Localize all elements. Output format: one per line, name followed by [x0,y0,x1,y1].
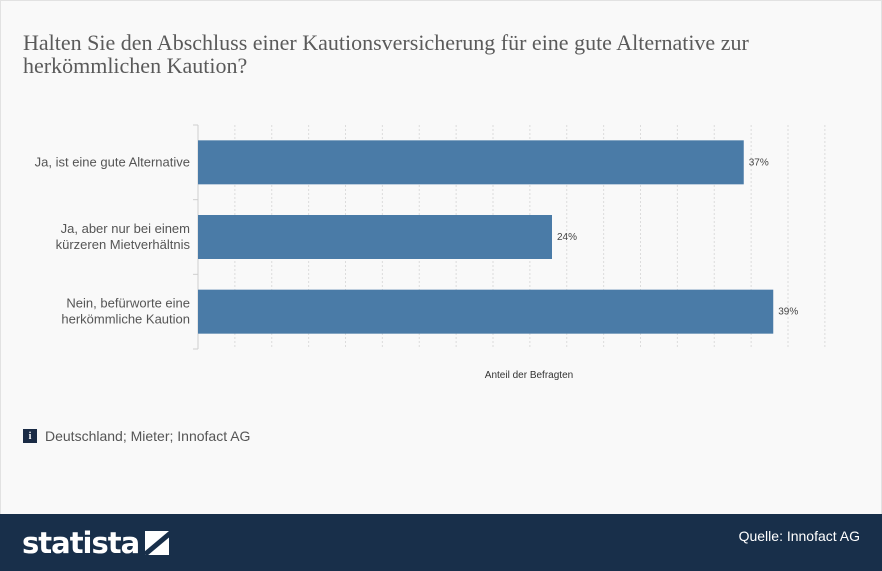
category-label: kürzeren Mietverhältnis [56,237,191,252]
bar [198,140,744,185]
source-text: Quelle: Innofact AG [738,528,860,544]
statista-brand[interactable]: statista [22,526,170,560]
category-label: herkömmliche Kaution [61,312,190,327]
category-label: Nein, befürworte eine [66,296,190,311]
data-label: 37% [749,157,769,168]
data-label: 24% [557,232,577,243]
category-label: Ja, aber nur bei einem [61,221,190,236]
note-text: Deutschland; Mieter; Innofact AG [45,428,251,444]
chart-title: Halten Sie den Abschluss einer Kautionsv… [23,30,749,78]
info-icon[interactable]: i [23,429,37,443]
data-label: 39% [778,307,798,318]
bar-chart: 37% Ja, ist eine gute Alternative 24% Ja, a… [35,124,826,381]
chart-note: i Deutschland; Mieter; Innofact AG [23,428,250,444]
x-axis-title: Anteil der Befragten [485,370,573,381]
footer-bar: statista Quelle: Innofact AG [0,514,882,571]
statista-logo-icon [145,531,170,555]
category-label: Ja, ist eine gute Alternative [35,154,190,169]
bar [198,289,774,334]
brand-name: statista [22,526,140,560]
bar [198,215,552,259]
